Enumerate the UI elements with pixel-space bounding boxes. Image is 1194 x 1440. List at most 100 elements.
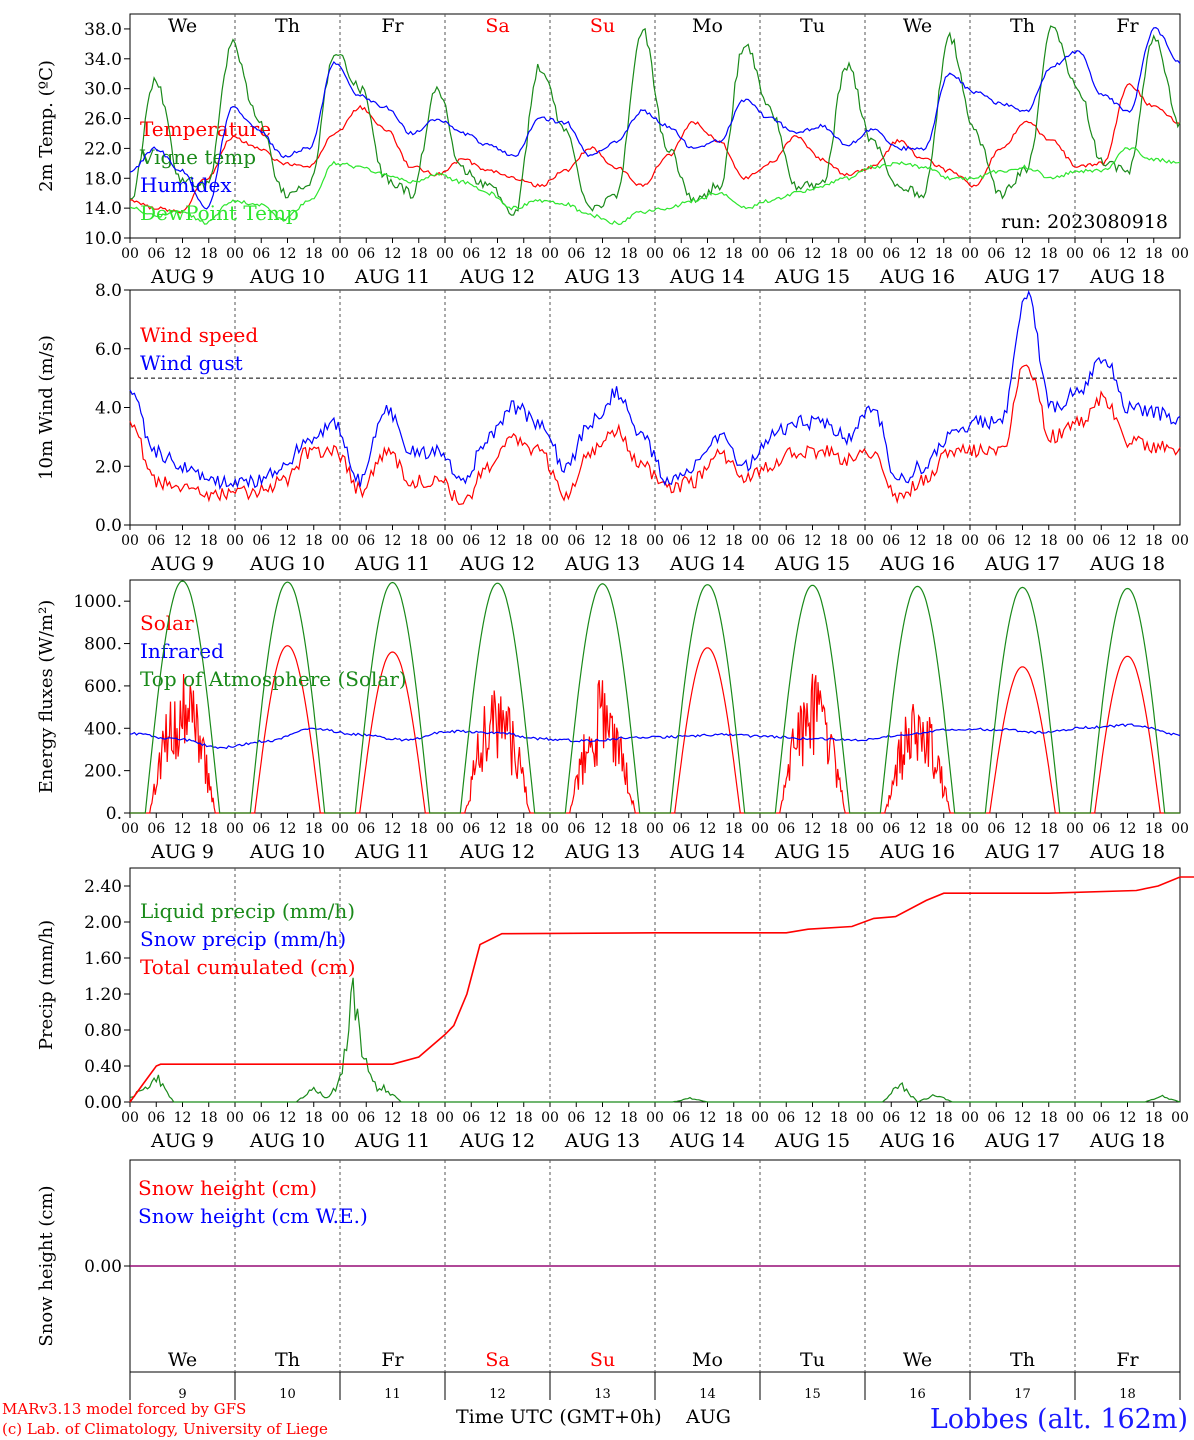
weekday-label: We <box>903 1349 932 1371</box>
x-hour-label: 06 <box>672 1110 690 1126</box>
y-tick-label: 0.00 <box>84 1093 122 1113</box>
x-hour-label: 00 <box>331 1110 349 1126</box>
x-hour-label: 00 <box>856 1110 874 1126</box>
x-hour-label: 18 <box>515 246 533 262</box>
x-hour-label: 00 <box>436 1110 454 1126</box>
x-hour-label: 06 <box>357 821 375 837</box>
x-hour-label: 00 <box>1066 821 1084 837</box>
legend-entry: Wind speed <box>140 323 258 347</box>
weekday-label: Fr <box>1116 15 1139 37</box>
x-date-label: AUG 10 <box>249 266 325 288</box>
x-hour-label: 00 <box>1171 533 1189 549</box>
x-hour-label: 06 <box>357 1110 375 1126</box>
x-hour-label: 18 <box>305 533 323 549</box>
x-hour-label: 12 <box>279 246 297 262</box>
y-tick-label: 1.60 <box>84 949 122 969</box>
x-hour-label: 18 <box>935 533 953 549</box>
y-tick-label: 4.0 <box>95 399 122 419</box>
x-hour-label: 12 <box>279 821 297 837</box>
x-date-label: AUG 14 <box>669 841 745 863</box>
x-hour-label: 00 <box>1171 246 1189 262</box>
x-hour-label: 00 <box>646 533 664 549</box>
x-day-number: 18 <box>1119 1387 1136 1402</box>
x-hour-label: 18 <box>1040 533 1058 549</box>
x-hour-label: 06 <box>1092 1110 1110 1126</box>
legend-entry: Infrared <box>140 639 224 663</box>
x-hour-label: 00 <box>961 821 979 837</box>
x-hour-label: 00 <box>856 246 874 262</box>
x-hour-label: 00 <box>961 1110 979 1126</box>
x-hour-label: 00 <box>1171 1110 1189 1126</box>
legend-entry: Humidex <box>140 173 232 197</box>
x-date-label: AUG 9 <box>150 266 214 288</box>
y-tick-label: 22.0 <box>84 139 122 159</box>
x-hour-label: 06 <box>777 821 795 837</box>
x-hour-label: 18 <box>515 533 533 549</box>
x-hour-label: 00 <box>226 533 244 549</box>
y-tick-label: 1000. <box>73 592 122 612</box>
weekday-label: Su <box>590 1349 615 1371</box>
x-hour-label: 06 <box>357 246 375 262</box>
x-hour-label: 06 <box>672 533 690 549</box>
x-hour-label: 00 <box>646 246 664 262</box>
x-hour-label: 18 <box>515 1110 533 1126</box>
y-tick-label: 0. <box>106 804 122 824</box>
x-hour-label: 06 <box>987 1110 1005 1126</box>
y-tick-label: 34.0 <box>84 50 122 70</box>
x-hour-label: 00 <box>331 246 349 262</box>
x-date-label: AUG 18 <box>1089 841 1165 863</box>
x-hour-label: 06 <box>252 246 270 262</box>
x-hour-label: 00 <box>646 1110 664 1126</box>
y-tick-label: 6.0 <box>95 340 122 360</box>
legend-entry: Vigne temp <box>139 145 256 169</box>
x-hour-label: 18 <box>935 246 953 262</box>
x-hour-label: 12 <box>699 246 717 262</box>
x-hour-label: 06 <box>567 1110 585 1126</box>
x-hour-label: 06 <box>882 821 900 837</box>
x-hour-label: 12 <box>279 1110 297 1126</box>
weekday-label: Fr <box>381 15 404 37</box>
y-tick-label: 18.0 <box>84 169 122 189</box>
x-hour-label: 06 <box>1092 821 1110 837</box>
x-hour-label: 12 <box>804 1110 822 1126</box>
x-hour-label: 12 <box>489 246 507 262</box>
x-hour-label: 00 <box>436 533 454 549</box>
x-hour-label: 18 <box>830 821 848 837</box>
x-hour-label: 06 <box>882 246 900 262</box>
copyright-credit: (c) Lab. of Climatology, University of L… <box>2 1420 328 1438</box>
x-hour-label: 00 <box>226 821 244 837</box>
x-hour-label: 12 <box>384 246 402 262</box>
x-date-label: AUG 11 <box>354 841 430 863</box>
x-hour-label: 06 <box>147 533 165 549</box>
x-hour-label: 12 <box>1014 821 1032 837</box>
x-hour-label: 18 <box>620 533 638 549</box>
x-date-label: AUG 15 <box>774 1130 850 1152</box>
series-line-precip-0 <box>129 977 1181 1103</box>
x-hour-label: 06 <box>252 533 270 549</box>
legend-entry: Top of Atmosphere (Solar) <box>140 667 407 691</box>
series-line-precip-2 <box>129 876 1194 1103</box>
series-line-temp-3 <box>129 147 1181 226</box>
y-tick-label: 8.0 <box>95 281 122 301</box>
y-axis-label: 2m Temp. (ºC) <box>36 60 57 192</box>
x-day-number: 17 <box>1014 1387 1031 1402</box>
y-tick-label: 0.0 <box>95 516 122 536</box>
x-date-label: AUG 12 <box>459 841 535 863</box>
legend-entry: Total cumulated (cm) <box>140 955 356 979</box>
x-hour-label: 06 <box>987 246 1005 262</box>
x-hour-label: 12 <box>384 1110 402 1126</box>
x-date-label: AUG 9 <box>150 1130 214 1152</box>
x-hour-label: 00 <box>856 821 874 837</box>
y-tick-label: 30.0 <box>84 80 122 100</box>
x-hour-label: 18 <box>620 1110 638 1126</box>
x-hour-label: 00 <box>331 533 349 549</box>
y-tick-label: 0.80 <box>84 1021 122 1041</box>
x-hour-label: 00 <box>961 246 979 262</box>
legend-entry: Temperature <box>140 117 271 141</box>
x-hour-label: 06 <box>777 246 795 262</box>
x-hour-label: 06 <box>882 533 900 549</box>
y-tick-label: 600. <box>84 677 122 697</box>
x-date-label: AUG 13 <box>564 841 640 863</box>
x-day-number: 9 <box>178 1387 186 1402</box>
x-hour-label: 00 <box>541 1110 559 1126</box>
